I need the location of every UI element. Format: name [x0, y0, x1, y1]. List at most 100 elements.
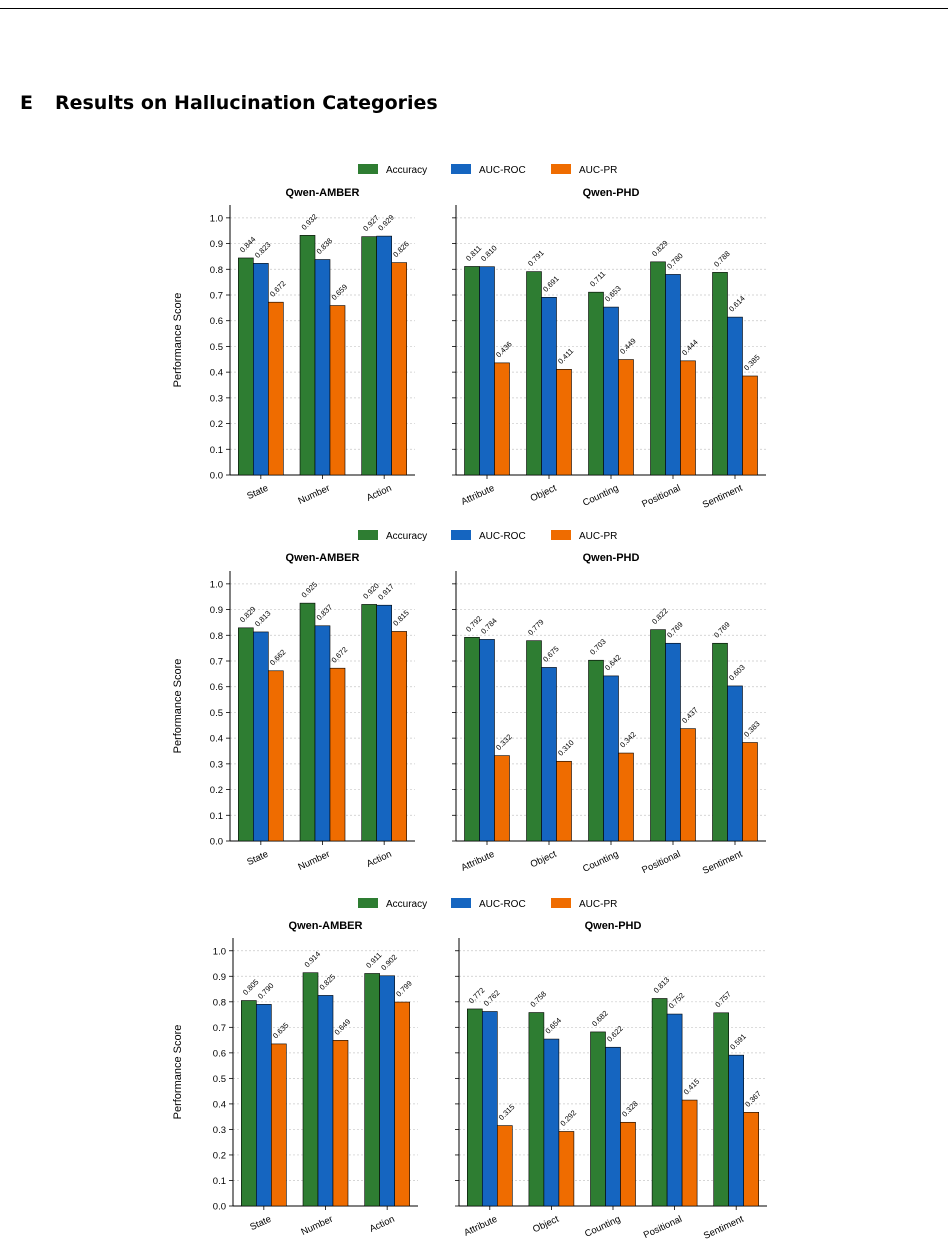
data-label: 0.769: [665, 620, 685, 640]
data-label: 0.823: [253, 240, 273, 260]
section-heading: E Results on Hallucination Categories: [20, 92, 438, 114]
bar-accuracy: [361, 236, 377, 476]
bar-accuracy: [361, 604, 377, 842]
legend-label: AUC-PR: [579, 531, 617, 542]
legend-swatch-auc-pr: [551, 530, 571, 540]
data-label: 0.826: [391, 239, 411, 259]
x-tick-label: Action: [365, 849, 394, 870]
bar-accuracy: [241, 1000, 257, 1207]
figure-1: Accuracy AUC-ROC AUC-PR Performance Score Qw…: [172, 164, 766, 511]
legend-label: AUC-PR: [579, 165, 617, 176]
bar-auc-pr: [496, 1125, 513, 1207]
data-label: 0.436: [494, 340, 514, 360]
data-label: 0.914: [303, 949, 323, 969]
bar-accuracy: [526, 640, 542, 842]
data-label: 0.622: [605, 1024, 625, 1044]
bar-auc-pr: [271, 1043, 287, 1207]
data-label: 0.635: [271, 1021, 291, 1041]
y-tick-label: 0.9: [213, 972, 226, 983]
y-tick-label: 0.8: [210, 631, 223, 642]
x-tick-label: Sentiment: [702, 1214, 746, 1242]
bar-auc-pr: [494, 755, 510, 842]
data-label: 0.758: [528, 989, 548, 1009]
legend-label: Accuracy: [386, 165, 427, 176]
legend-label: AUC-ROC: [479, 531, 526, 542]
data-label: 0.825: [318, 972, 338, 992]
x-tick-label: State: [245, 483, 270, 502]
bar-auc-pr: [268, 670, 284, 842]
x-tick-label: Counting: [583, 1214, 622, 1240]
x-tick-label: Object: [529, 849, 559, 871]
bar-accuracy: [364, 973, 380, 1207]
y-tick-label: 0.9: [210, 605, 223, 616]
data-label: 0.315: [497, 1102, 517, 1122]
panel-title: Qwen-AMBER: [286, 552, 360, 564]
legend-swatch-auc-roc: [451, 530, 471, 540]
bar-auc-pr: [332, 1040, 349, 1207]
data-label: 0.682: [590, 1009, 610, 1029]
y-tick-label: 0.7: [210, 657, 223, 668]
bar-auc-pr: [329, 667, 346, 842]
bar-auc-roc: [376, 604, 392, 842]
y-tick-label: 0.7: [213, 1023, 226, 1034]
x-tick-label: Object: [529, 483, 559, 505]
legend-swatch-auc-roc: [451, 164, 471, 174]
y-axis-label: Performance Score: [172, 659, 184, 754]
bar-auc-roc: [543, 1038, 560, 1207]
bar-auc-pr: [268, 301, 284, 476]
data-label: 0.925: [300, 580, 320, 600]
bar-accuracy: [464, 266, 480, 476]
panel-qwen-phd: Qwen-PHDAttribute0.7720.7620.315Object0.…: [455, 920, 767, 1242]
x-tick-label: Sentiment: [701, 849, 745, 877]
bar-auc-pr: [680, 728, 696, 842]
data-label: 0.815: [391, 608, 411, 628]
data-label: 0.649: [333, 1017, 353, 1037]
legend-label: AUC-ROC: [479, 165, 526, 176]
bar-auc-pr: [680, 360, 696, 476]
bar-accuracy: [302, 972, 319, 1207]
bar-auc-roc: [314, 259, 331, 476]
panel-qwen-amber: Qwen-AMBER 0.0 0.1 0.2 0.3 0.4 0.5 0.6 0.7 0.8 0.9…: [210, 552, 415, 873]
data-label: 0.813: [652, 975, 672, 995]
data-label: 0.411: [556, 346, 575, 365]
data-label: 0.811: [464, 244, 483, 263]
data-label: 0.829: [650, 239, 670, 259]
y-tick-label: 0.3: [210, 759, 223, 770]
bar-auc-roc: [253, 263, 269, 476]
bar-accuracy: [299, 235, 316, 476]
x-tick-label: Attribute: [462, 1214, 499, 1239]
bar-auc-pr: [742, 375, 758, 476]
figure-2: Accuracy AUC-ROC AUC-PR Performance Score Qw…: [172, 530, 766, 877]
bar-auc-roc: [603, 306, 619, 476]
bar-auc-roc: [376, 235, 392, 476]
y-tick-label: 0.6: [210, 316, 223, 327]
legend-swatch-auc-roc: [451, 898, 471, 908]
bar-accuracy: [651, 998, 668, 1207]
y-tick-label: 0.3: [213, 1125, 226, 1136]
bar-accuracy: [238, 257, 254, 476]
y-tick-label: 0.0: [210, 837, 223, 848]
data-label: 0.310: [556, 738, 576, 758]
x-tick-label: Number: [296, 849, 331, 873]
bar-auc-roc: [541, 667, 557, 842]
data-label: 0.449: [618, 336, 638, 356]
data-label: 0.711: [588, 269, 607, 288]
bar-accuracy: [650, 261, 666, 476]
data-label: 0.659: [330, 282, 350, 302]
y-tick-label: 0.6: [210, 682, 223, 693]
data-label: 0.779: [526, 617, 546, 637]
data-label: 0.385: [742, 353, 762, 373]
data-label: 0.367: [743, 1089, 763, 1109]
y-tick-label: 0.0: [213, 1202, 226, 1213]
bar-auc-roc: [481, 1011, 498, 1207]
y-tick-label: 0.4: [213, 1099, 226, 1110]
data-label: 0.810: [479, 243, 499, 263]
y-tick-label: 0.6: [213, 1048, 226, 1059]
bar-auc-pr: [618, 752, 634, 842]
data-label: 0.838: [315, 236, 335, 256]
x-tick-label: Object: [531, 1214, 561, 1236]
y-tick-label: 0.1: [210, 811, 223, 822]
data-label: 0.691: [541, 274, 561, 294]
bar-auc-roc: [479, 639, 495, 842]
bar-auc-roc: [665, 274, 681, 476]
